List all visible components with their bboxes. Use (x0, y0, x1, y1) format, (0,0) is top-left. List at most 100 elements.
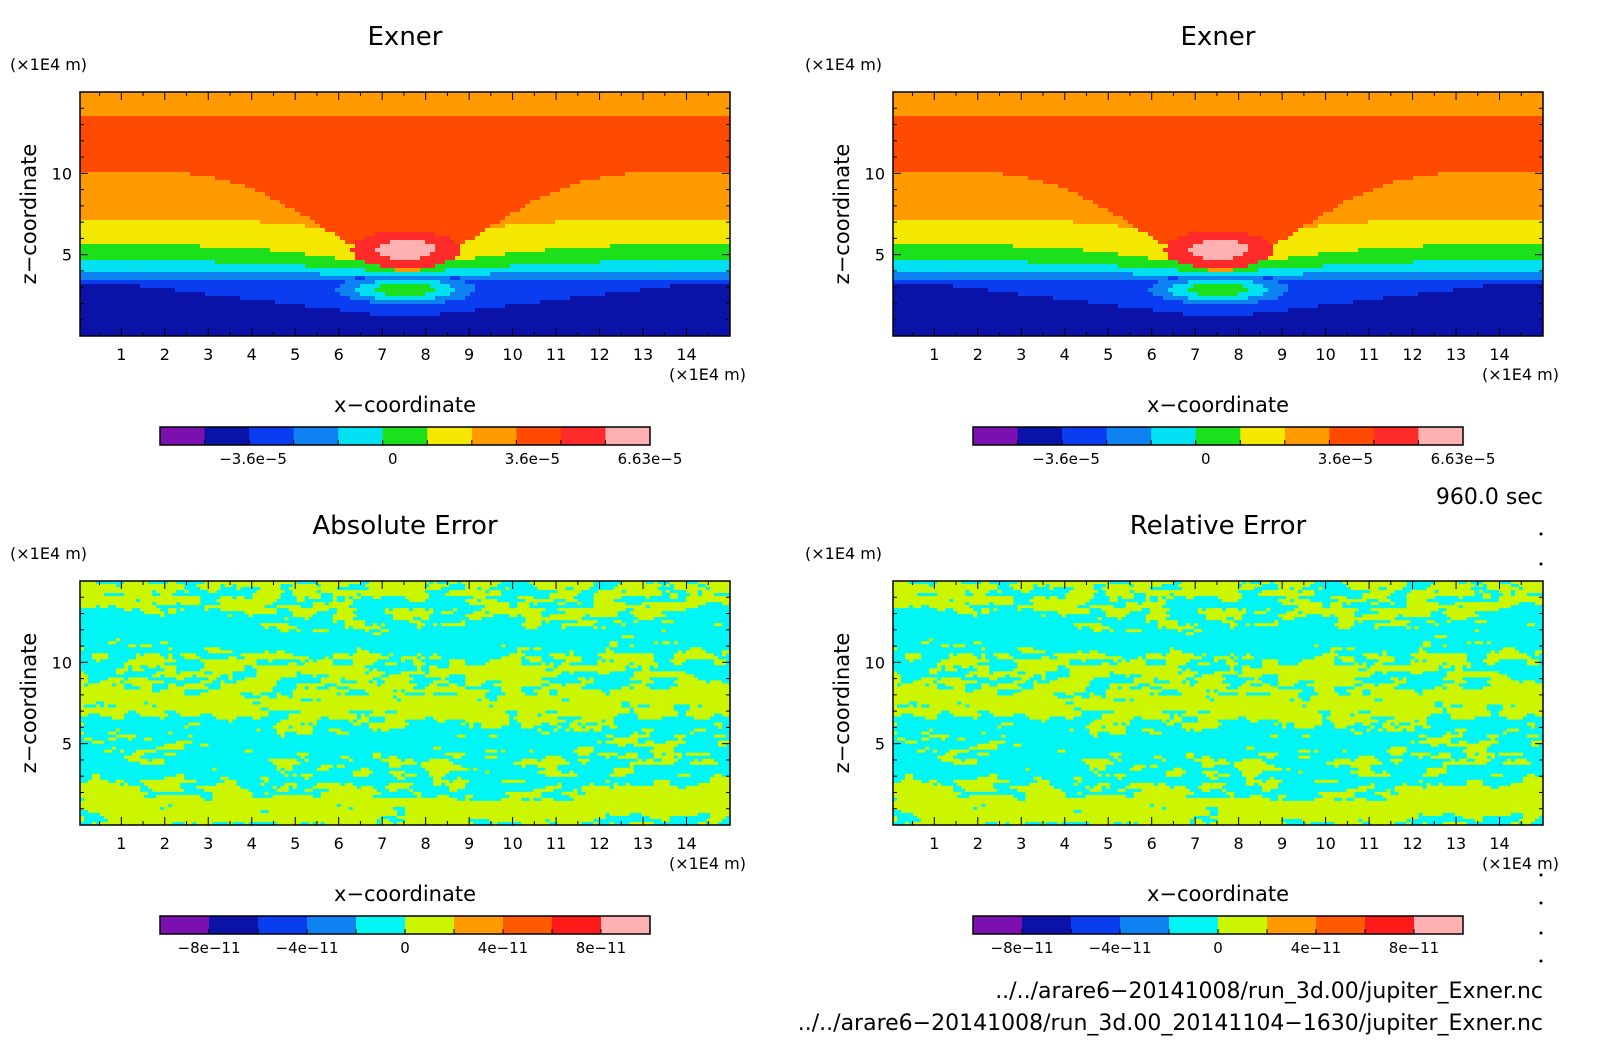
field-cell (190, 132, 196, 137)
field-cell (540, 172, 546, 177)
field-cell (115, 112, 121, 117)
field-cell (630, 184, 636, 189)
field-cell (710, 112, 716, 117)
field-cell (600, 124, 606, 129)
field-cell (685, 148, 691, 153)
field-cell (425, 204, 431, 209)
field-cell (175, 120, 181, 125)
field-cell (655, 104, 661, 109)
field-cell (410, 136, 416, 141)
field-cell (390, 144, 396, 149)
field-cell (255, 100, 261, 105)
field-cell (555, 100, 561, 105)
field-cell (585, 92, 591, 97)
field-cell (435, 148, 441, 153)
field-cell (525, 200, 531, 205)
field-cell (655, 228, 661, 233)
field-cell (190, 236, 196, 241)
field-cell (150, 176, 156, 181)
field-cell (435, 240, 441, 245)
field-cell (455, 232, 461, 237)
field-cell (305, 188, 311, 193)
field-cell (550, 192, 556, 197)
field-cell (315, 92, 321, 97)
field-cell (560, 144, 566, 149)
field-cell (90, 220, 96, 225)
field-cell (535, 196, 541, 201)
field-cell (480, 200, 486, 205)
field-cell (545, 132, 551, 137)
field-cell (290, 124, 296, 129)
field-cell (660, 128, 666, 133)
field-cell (80, 136, 86, 141)
field-cell (365, 240, 371, 245)
field-cell (645, 140, 651, 145)
field-cell (525, 204, 531, 209)
field-cell (475, 116, 481, 121)
field-cell (395, 100, 401, 105)
field-cell (615, 212, 621, 217)
field-cell (625, 132, 631, 137)
field-cell (700, 224, 706, 229)
field-cell (625, 232, 631, 237)
field-cell (160, 128, 166, 133)
field-cell (235, 160, 241, 165)
field-cell (315, 140, 321, 145)
field-cell (270, 100, 276, 105)
field-cell (500, 112, 506, 117)
field-cell (610, 128, 616, 133)
field-cell (440, 100, 446, 105)
field-cell (515, 204, 521, 209)
field-cell (705, 192, 711, 197)
field-cell (565, 224, 571, 229)
field-cell (380, 152, 386, 157)
field-cell (185, 244, 191, 249)
field-cell (605, 224, 611, 229)
field-cell (525, 216, 531, 221)
field-cell (325, 192, 331, 197)
field-cell (565, 124, 571, 129)
field-cell (230, 184, 236, 189)
field-cell (565, 96, 571, 101)
field-cell (80, 108, 86, 113)
field-cell (555, 208, 561, 213)
field-cell (355, 148, 361, 153)
field-cell (700, 164, 706, 169)
field-cell (570, 220, 576, 225)
field-cell (120, 144, 126, 149)
field-cell (320, 148, 326, 153)
field-cell (265, 108, 271, 113)
field-cell (430, 196, 436, 201)
field-cell (320, 176, 326, 181)
field-cell (485, 240, 491, 245)
field-cell (165, 224, 171, 229)
field-cell (605, 180, 611, 185)
field-cell (655, 212, 661, 217)
field-cell (215, 224, 221, 229)
field-cell (345, 116, 351, 121)
field-cell (725, 124, 730, 129)
field-cell (385, 156, 391, 161)
field-cell (105, 168, 111, 173)
field-cell (200, 108, 206, 113)
field-cell (645, 120, 651, 125)
field-cell (205, 212, 211, 217)
field-cell (700, 228, 706, 233)
field-cell (690, 100, 696, 105)
field-cell (210, 92, 216, 97)
field-cell (665, 196, 671, 201)
field-cell (120, 148, 126, 153)
field-cell (705, 124, 711, 129)
field-cell (670, 92, 676, 97)
field-cell (210, 244, 216, 249)
field-cell (335, 164, 341, 169)
field-cell (600, 112, 606, 117)
field-cell (220, 204, 226, 209)
field-cell (455, 228, 461, 233)
field-cell (550, 168, 556, 173)
field-cell (200, 196, 206, 201)
field-cell (440, 228, 446, 233)
field-cell (675, 132, 681, 137)
field-cell (345, 220, 351, 225)
field-cell (455, 192, 461, 197)
